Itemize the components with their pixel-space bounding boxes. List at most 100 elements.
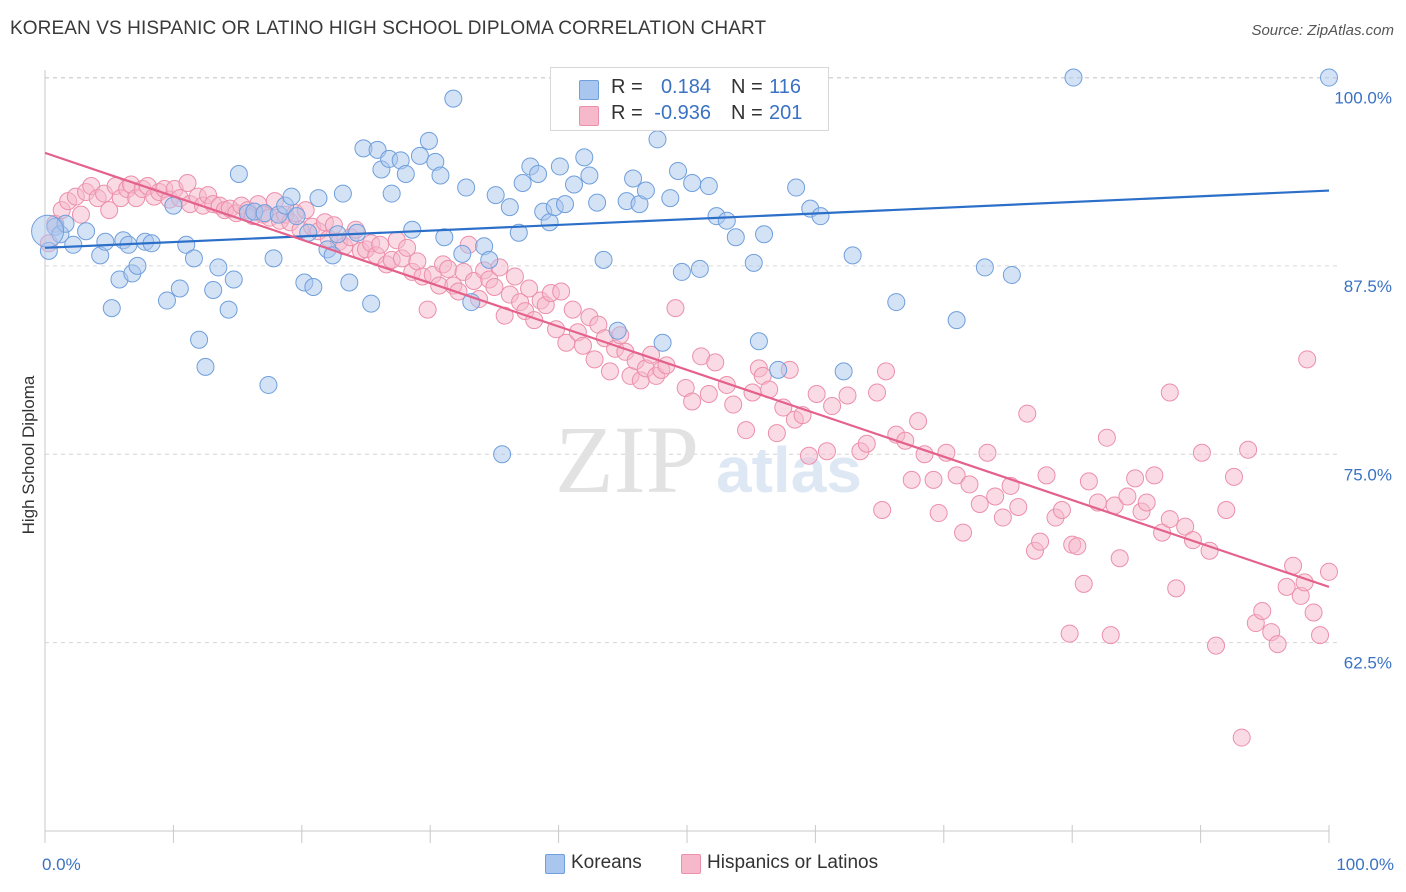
hispanic-point bbox=[954, 523, 973, 542]
korean-point bbox=[726, 228, 745, 247]
korean-point bbox=[287, 207, 306, 226]
hispanics-trend-line bbox=[44, 151, 1330, 588]
hispanic-point bbox=[1074, 574, 1093, 593]
hispanic-point bbox=[178, 174, 197, 193]
hispanic-point bbox=[807, 384, 826, 403]
korean-point bbox=[529, 164, 548, 183]
hispanic-point bbox=[1145, 466, 1164, 485]
hispanic-point bbox=[877, 362, 896, 381]
korean-point bbox=[699, 177, 718, 196]
korean-point bbox=[975, 258, 994, 277]
legend-row-hispanics: R = -0.936 N = 201 bbox=[551, 102, 828, 130]
hispanic-point bbox=[1009, 498, 1028, 517]
korean-point bbox=[755, 225, 774, 244]
hispanic-point bbox=[1304, 603, 1323, 622]
hispanic-point bbox=[585, 350, 604, 369]
korean-point bbox=[509, 223, 528, 242]
hispanic-point bbox=[909, 412, 928, 431]
hispanic-point bbox=[600, 362, 619, 381]
hispanic-point bbox=[1079, 472, 1098, 491]
korean-point bbox=[64, 235, 83, 254]
korean-point bbox=[550, 157, 569, 176]
hispanic-point bbox=[915, 445, 934, 464]
korean-point bbox=[683, 174, 702, 193]
korean-point bbox=[340, 273, 359, 292]
korean-point bbox=[624, 169, 643, 188]
hispanic-point bbox=[737, 421, 756, 440]
korean-point bbox=[1320, 68, 1338, 87]
hispanic-point bbox=[823, 397, 842, 416]
korean-point bbox=[690, 259, 709, 278]
hispanic-point bbox=[520, 279, 539, 298]
hispanic-point bbox=[929, 504, 948, 523]
korean-point bbox=[588, 193, 607, 212]
hispanic-point bbox=[371, 235, 390, 254]
watermark: ZIP atlas bbox=[555, 406, 862, 513]
hispanic-point bbox=[1200, 541, 1219, 560]
hispanic-point bbox=[857, 434, 876, 453]
hispanic-point bbox=[868, 383, 887, 402]
legend-n-label: N = bbox=[731, 76, 763, 98]
korean-point bbox=[382, 184, 401, 203]
hispanic-point bbox=[699, 384, 718, 403]
hispanic-point bbox=[1018, 404, 1037, 423]
korean-point bbox=[128, 256, 147, 275]
korean-point bbox=[204, 281, 223, 300]
korean-point bbox=[1002, 265, 1021, 284]
legend-r-label: R = bbox=[611, 76, 643, 98]
x-tick-label: 0.0% bbox=[42, 855, 81, 874]
hispanic-point bbox=[666, 299, 685, 318]
korean-point bbox=[1064, 68, 1083, 87]
legend-label-koreans: Koreans bbox=[571, 852, 642, 873]
hispanic-point bbox=[724, 395, 743, 414]
korean-point bbox=[282, 187, 301, 206]
korean-point bbox=[259, 375, 278, 394]
hispanic-point bbox=[1311, 626, 1330, 645]
korean-point bbox=[196, 357, 215, 376]
korean-point bbox=[157, 291, 176, 310]
korean-point bbox=[304, 277, 323, 296]
korean-point bbox=[594, 250, 613, 269]
hispanic-point bbox=[100, 201, 119, 220]
korean-point bbox=[480, 250, 499, 269]
korean-point bbox=[947, 311, 966, 330]
korean-point bbox=[435, 228, 454, 247]
hispanic-point bbox=[1207, 636, 1226, 655]
korean-point bbox=[717, 211, 736, 230]
koreans-points bbox=[31, 68, 1338, 464]
korean-point bbox=[309, 189, 328, 208]
hispanic-point bbox=[1118, 487, 1137, 506]
korean-point bbox=[493, 445, 512, 464]
korean-point bbox=[749, 332, 768, 351]
legend-n-label: N = bbox=[731, 102, 763, 124]
korean-point bbox=[661, 189, 680, 208]
korean-point bbox=[170, 279, 189, 298]
korean-point bbox=[457, 178, 476, 197]
hispanic-point bbox=[1068, 537, 1087, 556]
legend-r-value: 0.184 bbox=[660, 76, 711, 98]
hispanic-point bbox=[1253, 601, 1272, 620]
korean-point bbox=[31, 214, 65, 248]
legend-row-koreans: R = 0.184 N = 116 bbox=[551, 76, 828, 104]
hispanic-point bbox=[1160, 383, 1179, 402]
korean-point bbox=[453, 244, 472, 263]
korean-point bbox=[556, 195, 575, 214]
hispanic-point bbox=[505, 267, 524, 286]
korean-point bbox=[769, 360, 788, 379]
korean-point bbox=[184, 249, 203, 268]
hispanic-point bbox=[1137, 493, 1156, 512]
korean-point bbox=[229, 164, 248, 183]
korean-point bbox=[96, 232, 115, 251]
korean-point bbox=[513, 174, 532, 193]
hispanic-point bbox=[838, 386, 857, 405]
hispanic-point bbox=[1052, 501, 1071, 520]
hispanic-point bbox=[1217, 501, 1236, 520]
hispanic-point bbox=[1110, 549, 1129, 568]
legend-n-value: 116 bbox=[769, 76, 801, 98]
korean-point bbox=[333, 184, 352, 203]
hispanic-point bbox=[1192, 443, 1211, 462]
hispanic-point bbox=[817, 442, 836, 461]
korean-point bbox=[264, 249, 283, 268]
hispanic-point bbox=[1097, 428, 1116, 447]
